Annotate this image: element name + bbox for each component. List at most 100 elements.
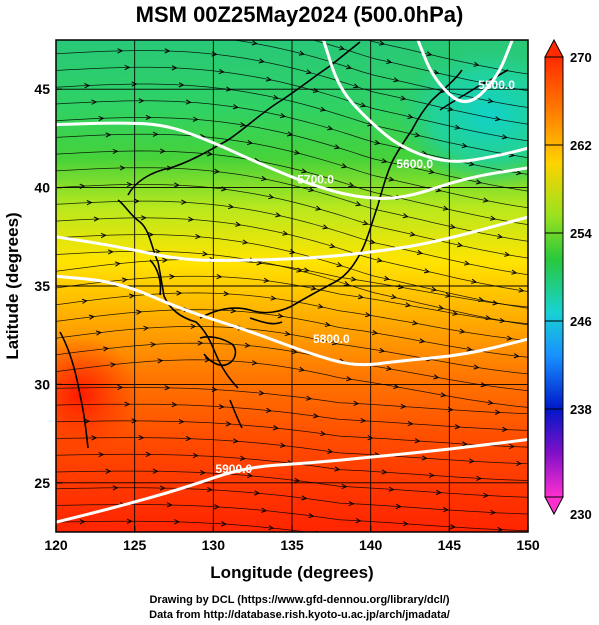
streamline-arrow (244, 342, 251, 348)
streamline-arrow (332, 27, 337, 31)
streamline-arrow (433, 374, 440, 380)
streamline-arrow (367, 435, 374, 441)
streamline-arrow (334, 144, 341, 150)
streamline-arrow (419, 338, 426, 344)
streamline-arrow (497, 526, 504, 532)
streamline-arrow (476, 475, 482, 481)
streamline-arrow (379, 347, 386, 354)
streamline-arrow (258, 58, 265, 64)
x-tick-label: 150 (516, 537, 540, 553)
streamline-arrow (489, 215, 497, 221)
streamline-arrow (86, 200, 93, 206)
streamline-arrow (435, 187, 442, 193)
streamline-arrow (308, 512, 315, 519)
streamline-arrow (355, 518, 362, 524)
streamline-arrow (251, 360, 258, 366)
streamline-arrow (198, 17, 203, 21)
streamline-arrow (265, 76, 272, 82)
streamline-arrow (81, 298, 88, 304)
streamline-arrow (126, 518, 133, 524)
streamline-arrow (369, 239, 376, 245)
streamline-arrow (121, 277, 128, 283)
streamline-arrow (452, 310, 459, 316)
streamline-arrow (239, 121, 246, 128)
streamline-arrow (117, 384, 124, 391)
streamline-arrow (171, 65, 178, 71)
streamline-arrow (216, 273, 223, 280)
streamline-arrow (246, 139, 254, 146)
streamline-arrow (140, 215, 147, 221)
streamline-arrow (131, 81, 138, 87)
streamline-arrow (350, 276, 357, 282)
streamline-arrow (292, 33, 297, 37)
streamline-arrow (494, 116, 501, 122)
contour-label: 5500.0 (478, 78, 515, 92)
streamline-arrow (117, 48, 124, 54)
streamline-arrow (357, 294, 364, 300)
streamline-arrow (157, 358, 164, 364)
streamline-arrow (348, 182, 355, 188)
streamline-arrow (386, 58, 393, 64)
streamline-arrow (144, 0, 149, 3)
streamline-arrow (502, 426, 508, 432)
streamline-arrow (124, 401, 131, 407)
streamline-arrow (483, 492, 490, 498)
streamline-arrow (463, 260, 471, 266)
streamline-arrow (93, 216, 100, 222)
streamline-arrow (96, 0, 101, 4)
streamline-arrow (410, 539, 415, 543)
streamline-arrow (206, 486, 213, 493)
streamline-arrow (485, 315, 492, 321)
streamline-arrow (197, 340, 204, 346)
streamline-arrow (223, 291, 230, 297)
streamline-arrow (305, 69, 313, 75)
streamline-arrow (268, 194, 275, 200)
streamline-arrow (110, 32, 115, 36)
streamline-arrow (263, 277, 270, 283)
colorbar-label: 246 (570, 314, 592, 329)
streamline-arrow (105, 132, 112, 138)
streamline-arrow (471, 278, 478, 284)
streamline-arrow (428, 169, 435, 175)
streamline-arrow (482, 197, 490, 203)
streamline-arrow (239, 455, 246, 461)
streamline-arrow (395, 503, 402, 510)
streamline-arrow (202, 251, 209, 257)
streamline-arrow (376, 257, 383, 263)
streamline-arrow (428, 472, 435, 478)
streamline-arrow (91, 435, 98, 441)
streamline-arrow (178, 418, 185, 425)
x-tick-label: 125 (123, 537, 147, 553)
credit-data: Data from http://database.rish.kyoto-u.a… (149, 609, 450, 621)
streamline-arrow (280, 442, 287, 448)
streamline-arrow (195, 233, 202, 240)
streamline-arrow (487, 399, 494, 406)
streamline-arrow (362, 220, 369, 226)
streamline-arrow (173, 519, 180, 525)
streamline-arrow (501, 134, 508, 140)
streamline-arrow (449, 224, 456, 230)
streamline-arrow (407, 420, 414, 427)
streamline-arrow (468, 458, 475, 464)
streamline-arrow (516, 460, 523, 467)
streamline-arrow (461, 142, 468, 149)
streamline-arrow (178, 82, 185, 88)
streamline-arrow (388, 176, 395, 182)
streamline-arrow (291, 348, 298, 355)
streamline-arrow (258, 390, 265, 396)
streamline-arrow (131, 418, 138, 424)
streamline-arrow (230, 308, 237, 314)
streamline-arrow (478, 296, 485, 303)
streamline-arrow (317, 303, 324, 309)
streamline-arrow (114, 261, 121, 267)
streamline-arrow (313, 413, 320, 419)
streamline-arrow (98, 451, 105, 458)
streamline-arrow (279, 113, 287, 119)
streamline-arrow (305, 395, 313, 401)
streamline-arrow (301, 168, 308, 174)
streamline-arrow (466, 346, 473, 352)
streamline-arrow (492, 300, 499, 306)
streamline-arrow (145, 451, 152, 458)
streamline-arrow (475, 179, 482, 185)
streamline-arrow (284, 330, 291, 337)
